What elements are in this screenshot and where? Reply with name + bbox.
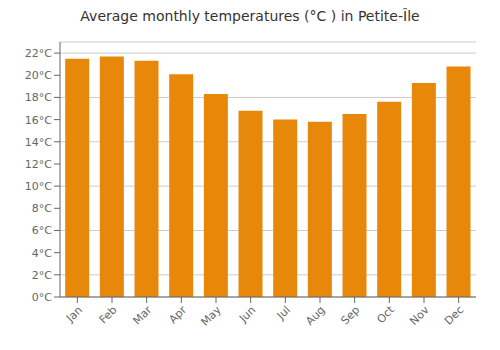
svg-text:Dec: Dec xyxy=(442,303,466,327)
svg-text:Sep: Sep xyxy=(338,303,362,327)
svg-text:8°C: 8°C xyxy=(32,202,52,215)
svg-text:22°C: 22°C xyxy=(25,47,52,60)
svg-text:14°C: 14°C xyxy=(25,136,52,149)
svg-text:Oct: Oct xyxy=(374,303,397,326)
svg-text:16°C: 16°C xyxy=(25,114,52,127)
svg-text:Aug: Aug xyxy=(303,303,327,327)
html-text:Average monthly temperatures (: Average monthly temperatures (°C ) in Pe… xyxy=(80,8,420,24)
svg-text:May: May xyxy=(198,303,224,329)
svg-text:18°C: 18°C xyxy=(25,91,52,104)
svg-text:Jan: Jan xyxy=(63,303,85,325)
svg-text:Jul: Jul xyxy=(274,303,293,322)
svg-text:Mar: Mar xyxy=(130,303,154,327)
svg-text:20°C: 20°C xyxy=(25,69,52,82)
svg-text:10°C: 10°C xyxy=(25,180,52,193)
svg-text:Nov: Nov xyxy=(407,303,432,328)
svg-text:2°C: 2°C xyxy=(32,269,52,282)
svg-text:6°C: 6°C xyxy=(32,224,52,237)
svg-text:12°C: 12°C xyxy=(25,158,52,171)
svg-text:4°C: 4°C xyxy=(32,247,52,260)
svg-text:Apr: Apr xyxy=(166,303,189,326)
svg-text:Jun: Jun xyxy=(236,303,258,325)
svg-text:Feb: Feb xyxy=(97,303,120,326)
svg-text:0°C: 0°C xyxy=(32,291,52,304)
